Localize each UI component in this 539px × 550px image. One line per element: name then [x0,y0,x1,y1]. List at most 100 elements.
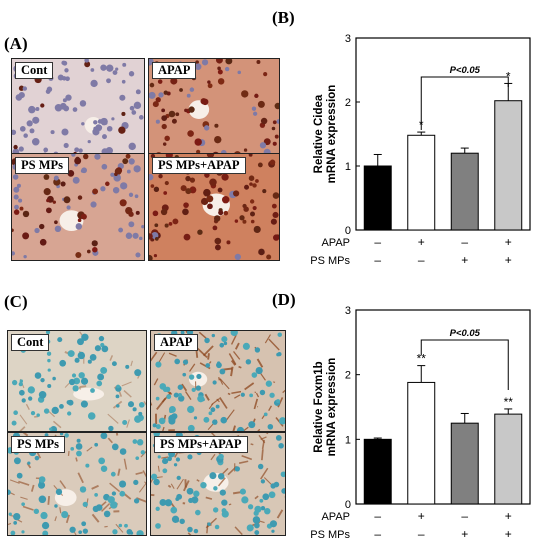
cell-nucleus [203,416,210,423]
cell-nucleus [54,220,58,225]
cell-nucleus [36,413,40,417]
cell-nucleus [30,411,36,416]
cell-nucleus [128,158,135,165]
membrane-stain [30,484,35,492]
cell-nucleus [173,463,178,467]
membrane-stain [207,353,210,360]
y-axis-label-line2: mRNA expression [326,358,338,457]
cell-nucleus [76,450,82,457]
membrane-stain [261,449,264,461]
treatment-sign: – [374,235,381,249]
cell-nucleus [39,223,45,230]
cell-nucleus [138,115,144,120]
treatment-sign: – [461,509,468,523]
cell-nucleus [119,490,126,497]
cell-nucleus [213,215,221,222]
cell-nucleus [175,518,179,523]
cell-nucleus [262,189,267,194]
cell-nucleus [13,512,21,521]
treatment-sign: – [374,527,381,541]
cell-nucleus [126,169,131,174]
cell-nucleus [136,439,144,446]
membrane-stain [183,480,190,492]
cell-nucleus [23,254,27,259]
cell-nucleus [72,176,80,184]
cell-nucleus [114,172,118,177]
cell-nucleus [46,207,52,214]
cell-nucleus [34,227,40,234]
cell-nucleus [96,380,103,387]
cell-nucleus [14,204,19,210]
cell-nucleus [59,433,64,436]
cell-nucleus [271,203,277,209]
cell-nucleus [98,457,106,465]
membrane-stain [205,496,213,500]
cell-nucleus [191,387,196,393]
cell-nucleus [151,473,158,480]
cell-nucleus [191,496,199,504]
micrograph-c-apap: APAP [150,330,286,432]
cell-nucleus [61,60,66,66]
cell-nucleus [214,123,219,128]
cell-nucleus [64,68,69,73]
cell-nucleus [149,91,156,99]
membrane-stain [138,482,146,493]
cell-nucleus [40,511,48,520]
cell-nucleus [93,120,98,125]
cell-nucleus [132,407,137,412]
membrane-stain [185,391,192,400]
cell-nucleus [100,186,106,192]
cell-nucleus [225,59,233,65]
cell-nucleus [138,236,143,241]
treatment-name: PS MPs [310,255,350,267]
membrane-stain [79,385,87,389]
cell-nucleus [50,130,55,135]
membrane-stain [20,496,28,500]
cell-nucleus [106,78,111,84]
cell-nucleus [138,411,143,416]
cell-nucleus [234,466,241,472]
membrane-stain [219,397,228,409]
cell-nucleus [155,523,161,529]
cell-nucleus [42,530,49,535]
cell-nucleus [209,178,217,187]
cell-nucleus [243,206,249,212]
cell-nucleus [149,254,153,260]
vessel-lumen [73,387,105,401]
membrane-stain [115,433,119,436]
cell-nucleus [160,208,168,216]
cell-nucleus [90,68,95,72]
cell-nucleus [8,489,11,495]
cell-nucleus [135,252,141,258]
cell-nucleus [115,67,119,71]
cell-nucleus [128,142,136,151]
cell-nucleus [234,253,242,260]
cell-nucleus [171,118,177,124]
cell-nucleus [80,400,88,408]
cell-nucleus [194,63,202,70]
cell-nucleus [213,486,218,491]
cell-nucleus [86,249,91,254]
cell-nucleus [162,468,168,474]
micrograph-a-psmps-apap: PS MPs+APAP [148,153,280,261]
cell-nucleus [53,175,59,181]
cell-nucleus [67,170,75,177]
cell-nucleus [193,416,198,420]
cell-nucleus [269,520,278,528]
cell-nucleus [133,498,140,504]
treatment-sign: – [374,509,381,523]
cell-nucleus [180,185,187,192]
cell-nucleus [196,373,202,380]
bar [407,381,436,505]
cell-nucleus [31,137,40,146]
cell-nucleus [170,506,178,514]
treatment-name: PS MPs [310,529,350,541]
cell-nucleus [236,426,245,431]
treatment-sign: – [461,235,468,249]
cell-nucleus [257,100,265,108]
cell-nucleus [177,393,182,398]
cell-nucleus [176,493,183,500]
cell-nucleus [196,149,201,154]
cell-nucleus [81,122,85,126]
cell-nucleus [39,238,47,246]
